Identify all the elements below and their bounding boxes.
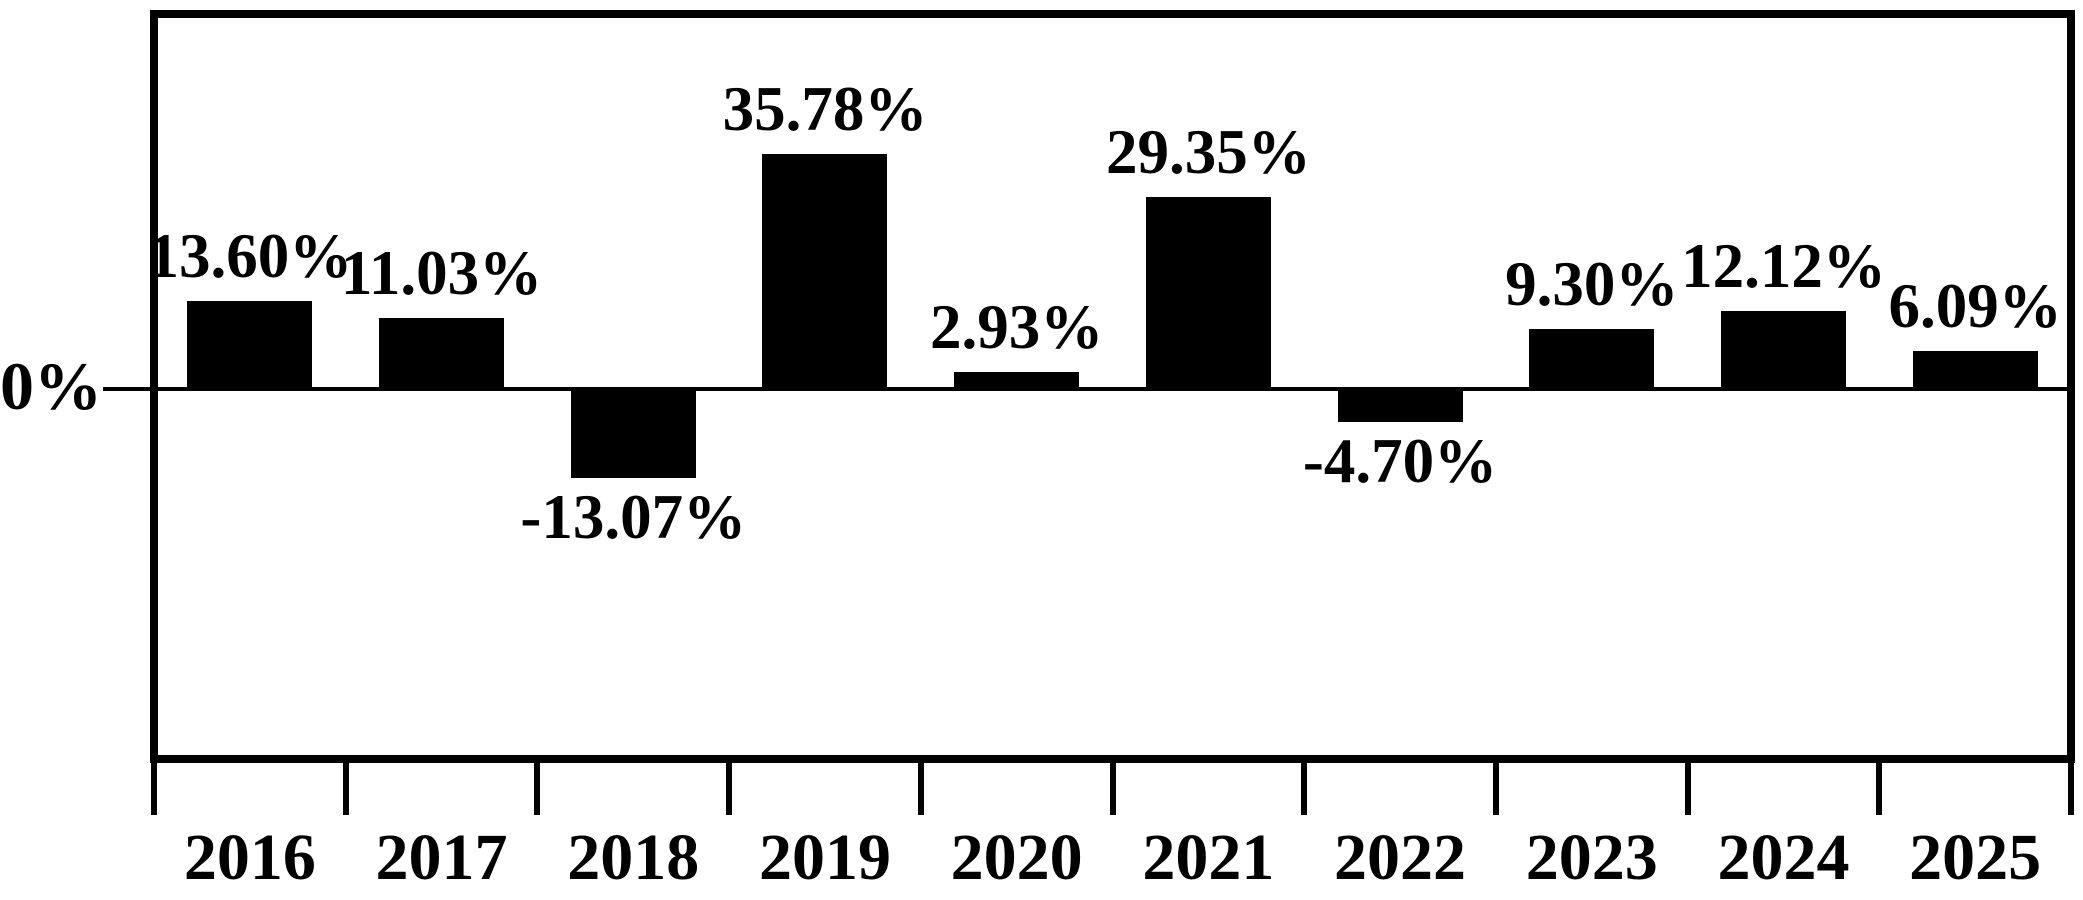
bar-2018 (570, 387, 696, 478)
value-label-2024: 12.12% (1681, 230, 1886, 301)
value-label-2022: -4.70% (1302, 426, 1498, 497)
x-axis-label-2024: 2024 (1717, 821, 1850, 894)
zero-axis-line (103, 387, 2075, 391)
x-axis-tick (1684, 758, 1691, 815)
bar-2016 (187, 300, 313, 391)
bar-2025 (1912, 350, 2038, 391)
x-axis-label-2022: 2022 (1334, 821, 1467, 894)
x-axis-tick (151, 758, 157, 815)
bar-2022 (1337, 387, 1463, 423)
value-label-2021: 29.35% (1105, 116, 1311, 187)
x-axis-label-2023: 2023 (1525, 821, 1658, 894)
value-label-2017: 11.03% (340, 237, 543, 308)
value-label-2020: 2.93% (930, 291, 1104, 362)
bar-2024 (1720, 310, 1846, 391)
x-axis-label-2017: 2017 (375, 821, 508, 894)
bar-2021 (1145, 196, 1271, 391)
x-axis-label-2016: 2016 (183, 821, 316, 894)
x-axis-tick (726, 758, 733, 815)
x-axis-tick (1876, 758, 1883, 815)
x-axis-label-2019: 2019 (758, 821, 891, 894)
x-axis-tick (2068, 758, 2074, 815)
x-axis-tick (342, 758, 349, 815)
value-label-2018: -13.07% (520, 481, 747, 552)
bar-2020 (954, 371, 1080, 391)
x-axis-tick (1492, 758, 1499, 815)
x-axis-label-2018: 2018 (567, 821, 700, 894)
value-label-2019: 35.78% (722, 74, 928, 145)
x-axis-tick (1301, 758, 1308, 815)
bar-2023 (1529, 329, 1655, 391)
x-axis-tick (534, 758, 541, 815)
value-label-2023: 9.30% (1505, 249, 1679, 320)
bar-2019 (762, 154, 888, 391)
x-axis-label-2021: 2021 (1142, 821, 1275, 894)
y-axis-zero-label: 0% (0, 348, 102, 424)
bar-2017 (379, 317, 505, 391)
x-axis-label-2020: 2020 (950, 821, 1083, 894)
x-axis-tick (1109, 758, 1116, 815)
x-axis-tick (917, 758, 924, 815)
value-label-2016: 13.60% (147, 220, 353, 291)
value-label-2025: 6.09% (1888, 270, 2062, 341)
x-axis-label-2025: 2025 (1909, 821, 2042, 894)
